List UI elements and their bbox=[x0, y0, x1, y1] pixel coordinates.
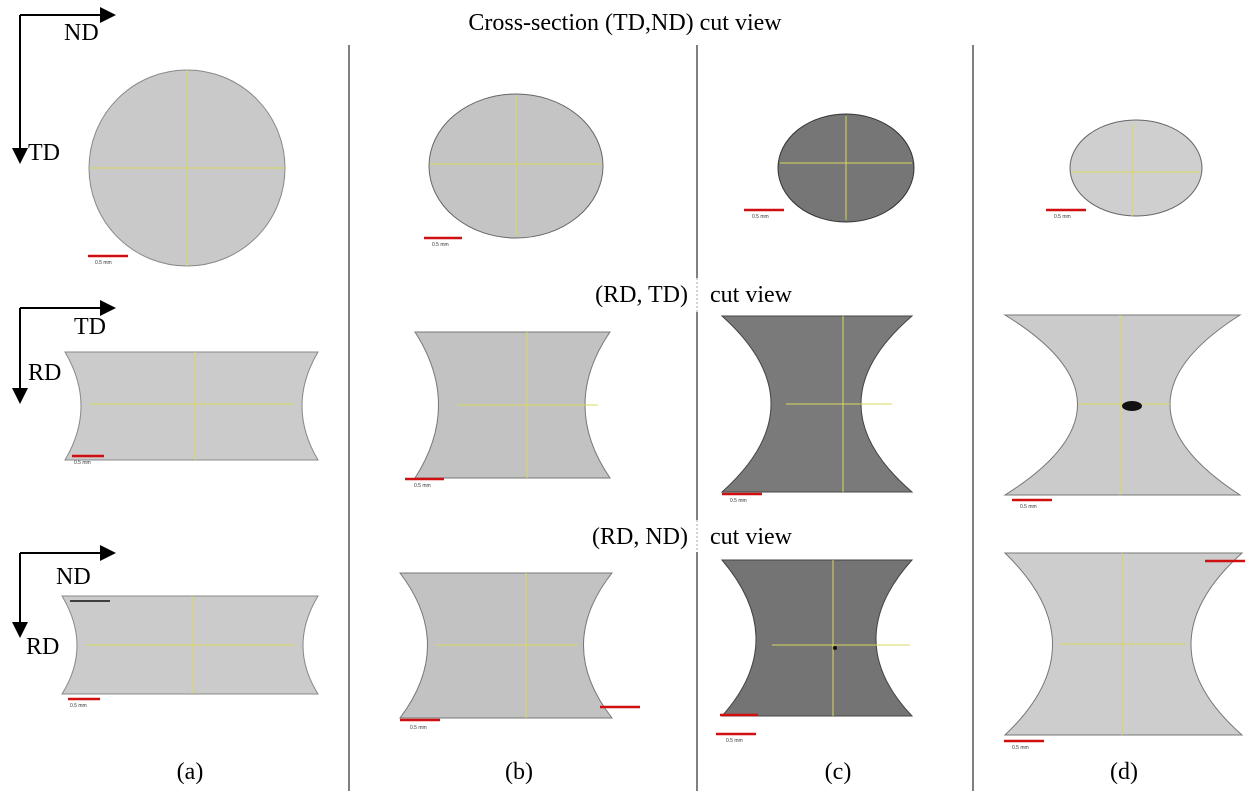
section-label: cut view bbox=[710, 282, 793, 308]
axis-label: ND bbox=[56, 564, 91, 590]
section-label: (RD, TD) bbox=[595, 282, 688, 308]
scale-label: 0.5 mm bbox=[414, 483, 431, 489]
column-label: (c) bbox=[825, 759, 852, 785]
scale-label: 0.5 mm bbox=[730, 498, 747, 504]
title: Cross-section (TD,ND) cut view bbox=[468, 10, 782, 36]
scale-label: 0.5 mm bbox=[70, 703, 87, 709]
section-label: (RD, ND) bbox=[592, 524, 688, 550]
column-label: (a) bbox=[177, 759, 204, 785]
column-label: (d) bbox=[1110, 759, 1138, 785]
axis-label: RD bbox=[28, 360, 61, 386]
scale-label: 0.5 mm bbox=[432, 242, 449, 248]
scale-label: 0.5 mm bbox=[752, 214, 769, 220]
scale-label: 0.5 mm bbox=[95, 260, 112, 266]
ct-image bbox=[722, 114, 914, 716]
axis-label: TD bbox=[74, 314, 106, 340]
ct-image bbox=[62, 70, 318, 694]
section-label: cut view bbox=[710, 524, 793, 550]
ct-image bbox=[1005, 120, 1242, 735]
scale-label: 0.5 mm bbox=[1012, 745, 1029, 751]
scale-label: 0.5 mm bbox=[726, 738, 743, 744]
scale-label: 0.5 mm bbox=[1054, 214, 1071, 220]
figure: Cross-section (TD,ND) cut view (RD, TD) … bbox=[0, 0, 1251, 791]
ct-image bbox=[400, 94, 612, 718]
column-label: (b) bbox=[505, 759, 533, 785]
scale-label: 0.5 mm bbox=[1020, 504, 1037, 510]
scale-label: 0.5 mm bbox=[74, 460, 91, 466]
axis-label: ND bbox=[64, 20, 99, 46]
axis-label: TD bbox=[28, 140, 60, 166]
axis-label: RD bbox=[26, 634, 59, 660]
axis-indicator: ND TD TD RD ND RD bbox=[20, 15, 112, 660]
scale-label: 0.5 mm bbox=[410, 725, 427, 731]
